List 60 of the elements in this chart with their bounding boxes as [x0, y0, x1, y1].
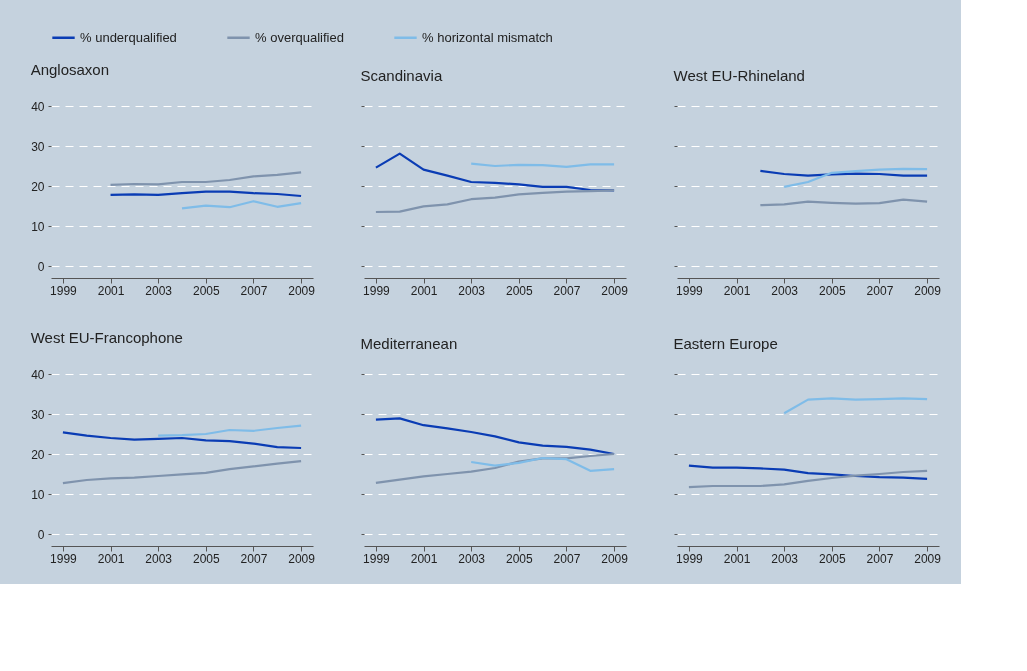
x-tick-label: 2001 [97, 283, 125, 298]
chart-title: Anglosaxon [30, 61, 110, 78]
x-tick-label: 1999 [363, 283, 391, 298]
x-tick-label: 2003 [145, 283, 173, 298]
x-tick-label: 2005 [192, 551, 220, 566]
x-tick-label: 1999 [676, 283, 704, 298]
x-tick-label: 2001 [410, 551, 438, 566]
line-series [109, 171, 303, 186]
y-tick-label: 10 [31, 487, 45, 502]
x-tick-label: 1999 [676, 551, 704, 566]
x-tick-label: 2005 [818, 283, 846, 298]
x-tick-label: 1999 [50, 283, 78, 298]
legend-label: % overqualified [255, 29, 344, 45]
x-tick-label: 2009 [601, 283, 629, 298]
chart-title: Scandinavia [360, 66, 443, 84]
y-tick-label: 20 [31, 179, 45, 194]
y-tick-label: 30 [31, 407, 45, 422]
line-series [157, 424, 303, 437]
x-tick-label: 2001 [97, 551, 125, 566]
x-tick-label: 2007 [553, 551, 581, 566]
y-tick-label: 30 [31, 139, 45, 154]
x-tick-label: 2009 [601, 551, 629, 566]
chart-title: Mediterranean [360, 334, 458, 352]
x-tick-label: 2005 [818, 551, 846, 566]
x-tick-label: 2005 [505, 283, 533, 298]
x-tick-label: 2001 [410, 283, 438, 298]
x-tick-label: 2003 [458, 551, 486, 566]
line-series [61, 431, 303, 450]
x-tick-label: 1999 [50, 551, 78, 566]
x-tick-label: 2009 [288, 283, 316, 298]
x-tick-label: 2003 [145, 551, 173, 566]
y-tick-label: 40 [31, 367, 45, 382]
legend-label: % horizontal mismatch [422, 29, 553, 45]
x-tick-label: 2007 [866, 283, 894, 298]
x-tick-label: 2003 [771, 551, 799, 566]
chart-title: West EU-Rhineland [673, 66, 805, 84]
x-tick-label: 2009 [914, 551, 942, 566]
y-tick-label: 10 [31, 219, 45, 234]
y-tick-label: 0 [37, 259, 45, 274]
line-series [180, 200, 303, 210]
x-tick-label: 1999 [363, 551, 391, 566]
y-tick-label: 20 [31, 447, 45, 462]
x-tick-label: 2001 [723, 551, 751, 566]
x-tick-label: 2005 [192, 283, 220, 298]
chart-title: West EU-Francophone [30, 329, 183, 346]
x-tick-label: 2007 [866, 551, 894, 566]
x-tick-label: 2003 [458, 283, 486, 298]
y-tick-label: 0 [37, 527, 45, 542]
x-tick-label: 2009 [288, 551, 316, 566]
x-tick-label: 2009 [914, 283, 942, 298]
line-series [61, 460, 303, 485]
chart-title: Eastern Europe [673, 334, 778, 352]
x-tick-label: 2003 [771, 283, 799, 298]
x-tick-label: 2007 [553, 283, 581, 298]
x-tick-label: 2005 [505, 551, 533, 566]
y-tick-label: 40 [31, 99, 45, 114]
x-tick-label: 2001 [723, 283, 751, 298]
legend-label: % underqualified [80, 29, 177, 45]
x-tick-label: 2007 [240, 551, 268, 566]
x-tick-label: 2007 [240, 283, 268, 298]
